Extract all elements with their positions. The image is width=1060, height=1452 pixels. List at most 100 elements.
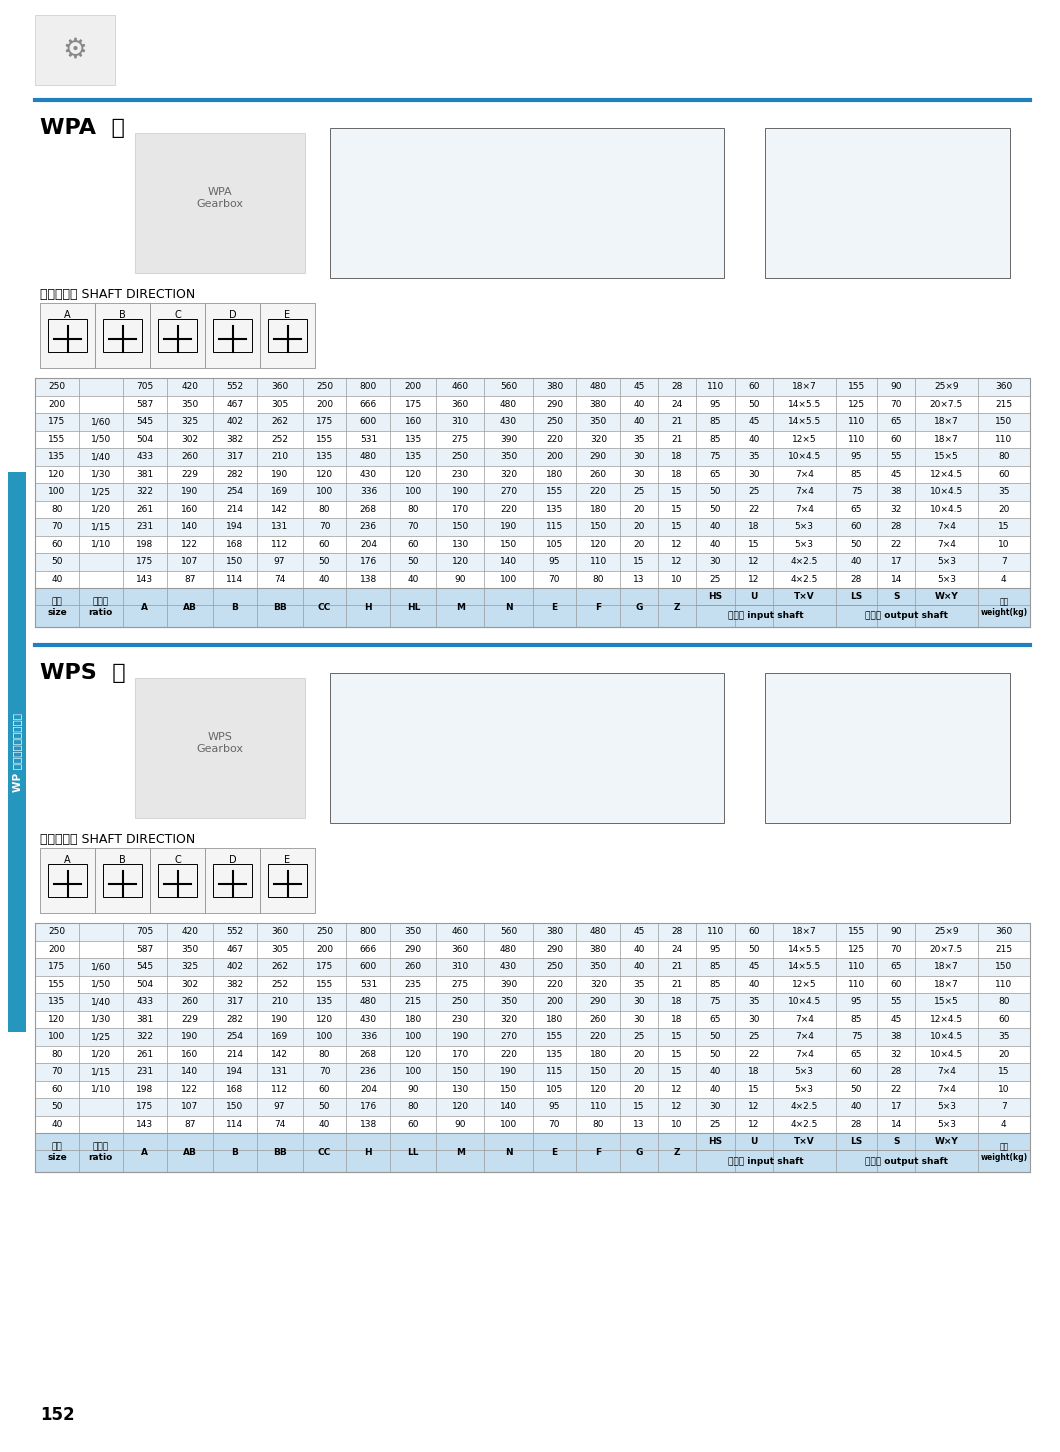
- Text: 305: 305: [271, 399, 288, 409]
- Text: 55: 55: [890, 998, 902, 1006]
- Text: 322: 322: [137, 1032, 154, 1041]
- Text: 40: 40: [408, 575, 419, 584]
- Text: 18: 18: [671, 1015, 683, 1024]
- Text: 18×7: 18×7: [792, 382, 816, 391]
- Text: 120: 120: [49, 1015, 66, 1024]
- Text: 135: 135: [405, 452, 422, 462]
- Text: 74: 74: [273, 1119, 285, 1128]
- Bar: [213, 864, 252, 897]
- Text: 200: 200: [49, 399, 66, 409]
- Text: 155: 155: [316, 980, 333, 989]
- Text: 70: 70: [408, 523, 419, 531]
- Text: 130: 130: [452, 540, 469, 549]
- Text: 110: 110: [707, 382, 724, 391]
- Text: 7×4: 7×4: [937, 1067, 956, 1076]
- Bar: [35, 484, 1030, 501]
- Text: 467: 467: [226, 399, 243, 409]
- Text: 150: 150: [452, 523, 469, 531]
- Text: 120: 120: [316, 1015, 333, 1024]
- Text: 204: 204: [360, 1085, 377, 1093]
- Text: 125: 125: [848, 399, 865, 409]
- Text: 12×5: 12×5: [792, 434, 816, 444]
- Text: 160: 160: [181, 505, 198, 514]
- Text: 20×7.5: 20×7.5: [930, 399, 964, 409]
- Text: 160: 160: [405, 417, 422, 427]
- Text: HS: HS: [708, 592, 723, 601]
- Text: 467: 467: [226, 945, 243, 954]
- Text: 114: 114: [226, 575, 243, 584]
- Text: 155: 155: [848, 928, 865, 937]
- Text: B: B: [119, 309, 126, 319]
- Bar: [35, 1028, 1030, 1045]
- Text: 168: 168: [226, 540, 243, 549]
- Text: 480: 480: [359, 452, 377, 462]
- Text: 100: 100: [405, 488, 422, 497]
- Text: 175: 175: [316, 963, 333, 971]
- Text: 15: 15: [634, 1102, 644, 1111]
- Text: 261: 261: [136, 505, 154, 514]
- Text: 155: 155: [546, 488, 563, 497]
- Text: 70: 70: [549, 575, 560, 584]
- Bar: [95, 303, 151, 367]
- Text: 95: 95: [709, 945, 721, 954]
- Text: 122: 122: [181, 540, 198, 549]
- Text: B: B: [119, 855, 126, 865]
- Text: 40: 40: [634, 417, 644, 427]
- Text: 25×9: 25×9: [934, 382, 958, 391]
- Text: 20: 20: [634, 1050, 644, 1059]
- Text: 65: 65: [890, 963, 902, 971]
- Text: 22: 22: [748, 1050, 760, 1059]
- Bar: [35, 1115, 1030, 1133]
- Text: 38: 38: [890, 1032, 902, 1041]
- Text: HS: HS: [708, 1137, 723, 1146]
- Text: 1/10: 1/10: [91, 540, 111, 549]
- Text: 60: 60: [890, 434, 902, 444]
- Bar: [268, 319, 306, 351]
- Text: 12: 12: [748, 575, 760, 584]
- Text: 70: 70: [890, 945, 902, 954]
- Text: 7: 7: [1001, 1102, 1007, 1111]
- Text: 143: 143: [136, 1119, 154, 1128]
- Bar: [330, 672, 724, 823]
- Text: 150: 150: [995, 963, 1012, 971]
- Text: 150: 150: [226, 1102, 243, 1111]
- Text: 50: 50: [709, 1050, 721, 1059]
- Text: 175: 175: [49, 417, 66, 427]
- Text: 336: 336: [359, 1032, 377, 1041]
- Text: 110: 110: [848, 434, 865, 444]
- Text: 入力轴 input shaft: 入力轴 input shaft: [728, 611, 803, 620]
- Bar: [35, 1011, 1030, 1028]
- Text: C: C: [174, 309, 181, 319]
- Text: 350: 350: [181, 399, 198, 409]
- Text: 14×5.5: 14×5.5: [788, 417, 820, 427]
- Text: 30: 30: [634, 998, 644, 1006]
- Text: 250: 250: [452, 998, 469, 1006]
- Text: 15: 15: [748, 1085, 760, 1093]
- Text: 50: 50: [748, 399, 760, 409]
- Text: F: F: [596, 603, 601, 611]
- Text: 252: 252: [271, 980, 288, 989]
- Bar: [151, 303, 205, 367]
- Text: 95: 95: [709, 399, 721, 409]
- Text: 800: 800: [359, 928, 377, 937]
- Text: 150: 150: [589, 1067, 607, 1076]
- Text: 70: 70: [890, 399, 902, 409]
- Text: 35: 35: [999, 488, 1009, 497]
- Text: 204: 204: [360, 540, 377, 549]
- Text: 1/50: 1/50: [91, 434, 111, 444]
- Text: 60: 60: [851, 523, 862, 531]
- Text: S: S: [893, 592, 900, 601]
- Text: 12×5: 12×5: [792, 980, 816, 989]
- Text: 38: 38: [890, 488, 902, 497]
- Text: 1/20: 1/20: [91, 505, 111, 514]
- Text: 200: 200: [405, 382, 422, 391]
- Text: 120: 120: [405, 470, 422, 479]
- Text: M: M: [456, 1149, 465, 1157]
- Text: E: E: [284, 855, 290, 865]
- Text: 5×3: 5×3: [937, 1102, 956, 1111]
- Text: 360: 360: [271, 382, 288, 391]
- Text: 198: 198: [136, 540, 154, 549]
- Text: 175: 175: [136, 558, 154, 566]
- Text: 5×3: 5×3: [937, 575, 956, 584]
- Text: T×V: T×V: [794, 1137, 815, 1146]
